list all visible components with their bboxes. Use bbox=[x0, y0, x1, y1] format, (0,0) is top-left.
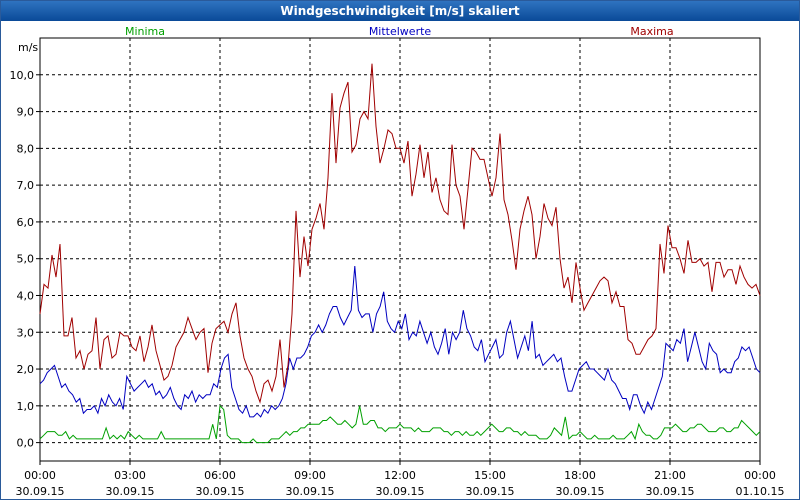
x-tick-time-label: 00:00 bbox=[24, 469, 56, 482]
y-tick-label: 4,0 bbox=[17, 289, 35, 302]
y-tick-label: 8,0 bbox=[17, 142, 35, 155]
legend-maxima: Maxima bbox=[630, 25, 673, 38]
x-axis-ticks: 00:00 30.09.15 03:00 30.09.15 06:00 30.09.15 0… bbox=[16, 461, 785, 498]
x-tick-time-label: 12:00 bbox=[384, 469, 416, 482]
y-tick-label: 7,0 bbox=[17, 179, 35, 192]
series-line-maxima bbox=[39, 63, 761, 404]
y-tick-label: 0,0 bbox=[17, 437, 35, 450]
y-tick-label: 6,0 bbox=[17, 216, 35, 229]
x-tick-date-label: 30.09.15 bbox=[556, 485, 605, 498]
y-tick-label: 1,0 bbox=[17, 400, 35, 413]
y-tick-label: 5,0 bbox=[17, 253, 35, 266]
y-axis-ticks: 0,0 1,0 2,0 3,0 4,0 5,0 6,0 7,0 8,0 9,0 10,0 bbox=[10, 69, 40, 450]
x-tick-time-label: 06:00 bbox=[204, 469, 236, 482]
x-tick-time-label: 18:00 bbox=[564, 469, 596, 482]
series-line-mittelwerte bbox=[39, 266, 761, 418]
y-tick-label: 2,0 bbox=[17, 363, 35, 376]
x-tick-date-label: 30.09.15 bbox=[646, 485, 695, 498]
legend-minima: Minima bbox=[125, 25, 165, 38]
legend-mittelwerte: Mittelwerte bbox=[369, 25, 432, 38]
x-tick-date-label: 30.09.15 bbox=[466, 485, 515, 498]
series-lines bbox=[39, 63, 761, 444]
y-tick-label: 10,0 bbox=[10, 69, 35, 82]
x-tick-time-label: 09:00 bbox=[294, 469, 326, 482]
x-tick-date-label: 30.09.15 bbox=[286, 485, 335, 498]
x-tick-time-label: 03:00 bbox=[114, 469, 146, 482]
x-tick-date-label: 30.09.15 bbox=[106, 485, 155, 498]
x-tick-date-label: 30.09.15 bbox=[16, 485, 65, 498]
x-tick-date-label: 01.10.15 bbox=[736, 485, 785, 498]
grid bbox=[40, 38, 760, 461]
y-tick-label: 3,0 bbox=[17, 326, 35, 339]
x-tick-date-label: 30.09.15 bbox=[196, 485, 245, 498]
x-tick-time-label: 00:00 bbox=[744, 469, 776, 482]
x-tick-date-label: 30.09.15 bbox=[376, 485, 425, 498]
chart-title: Windgeschwindigkeit [m/s] skaliert bbox=[1, 1, 799, 21]
y-tick-label: 9,0 bbox=[17, 106, 35, 119]
x-tick-time-label: 21:00 bbox=[654, 469, 686, 482]
series-line-minima bbox=[39, 404, 761, 444]
y-axis-unit-label: m/s bbox=[18, 41, 38, 54]
x-tick-time-label: 15:00 bbox=[474, 469, 506, 482]
